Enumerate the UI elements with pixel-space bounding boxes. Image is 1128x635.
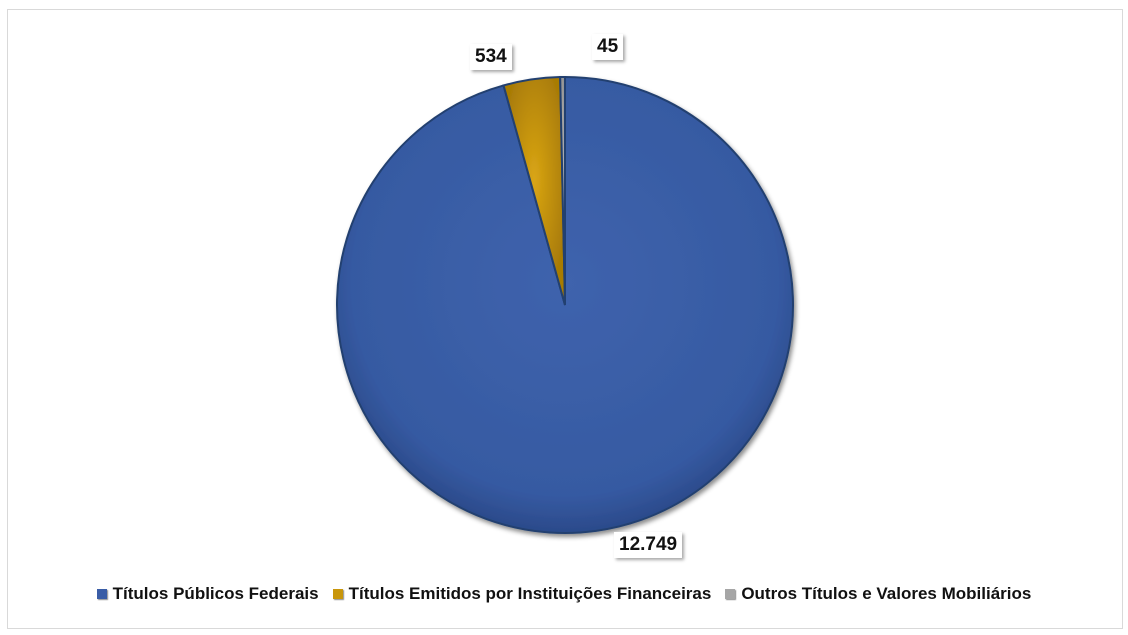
legend-swatch-2 [725, 589, 736, 599]
legend-label-1: Títulos Emitidos por Instituições Financ… [348, 584, 712, 603]
data-label-slice-2: 45 [592, 34, 624, 60]
legend: Títulos Públicos Federais Títulos Emitid… [0, 584, 1128, 604]
legend-label-2: Outros Títulos e Valores Mobiliários [741, 584, 1032, 603]
data-label-slice-1: 534 [470, 44, 512, 70]
data-label-slice-0: 12.749 [614, 532, 683, 558]
legend-label-0: Títulos Públicos Federais [112, 584, 319, 603]
legend-item-0: Títulos Públicos Federais [96, 584, 319, 604]
legend-swatch-1 [332, 589, 343, 599]
legend-item-1: Títulos Emitidos por Instituições Financ… [332, 584, 712, 604]
pie-slice-2 [559, 75, 566, 306]
legend-swatch-0 [96, 589, 107, 599]
legend-item-2: Outros Títulos e Valores Mobiliários [725, 584, 1031, 604]
